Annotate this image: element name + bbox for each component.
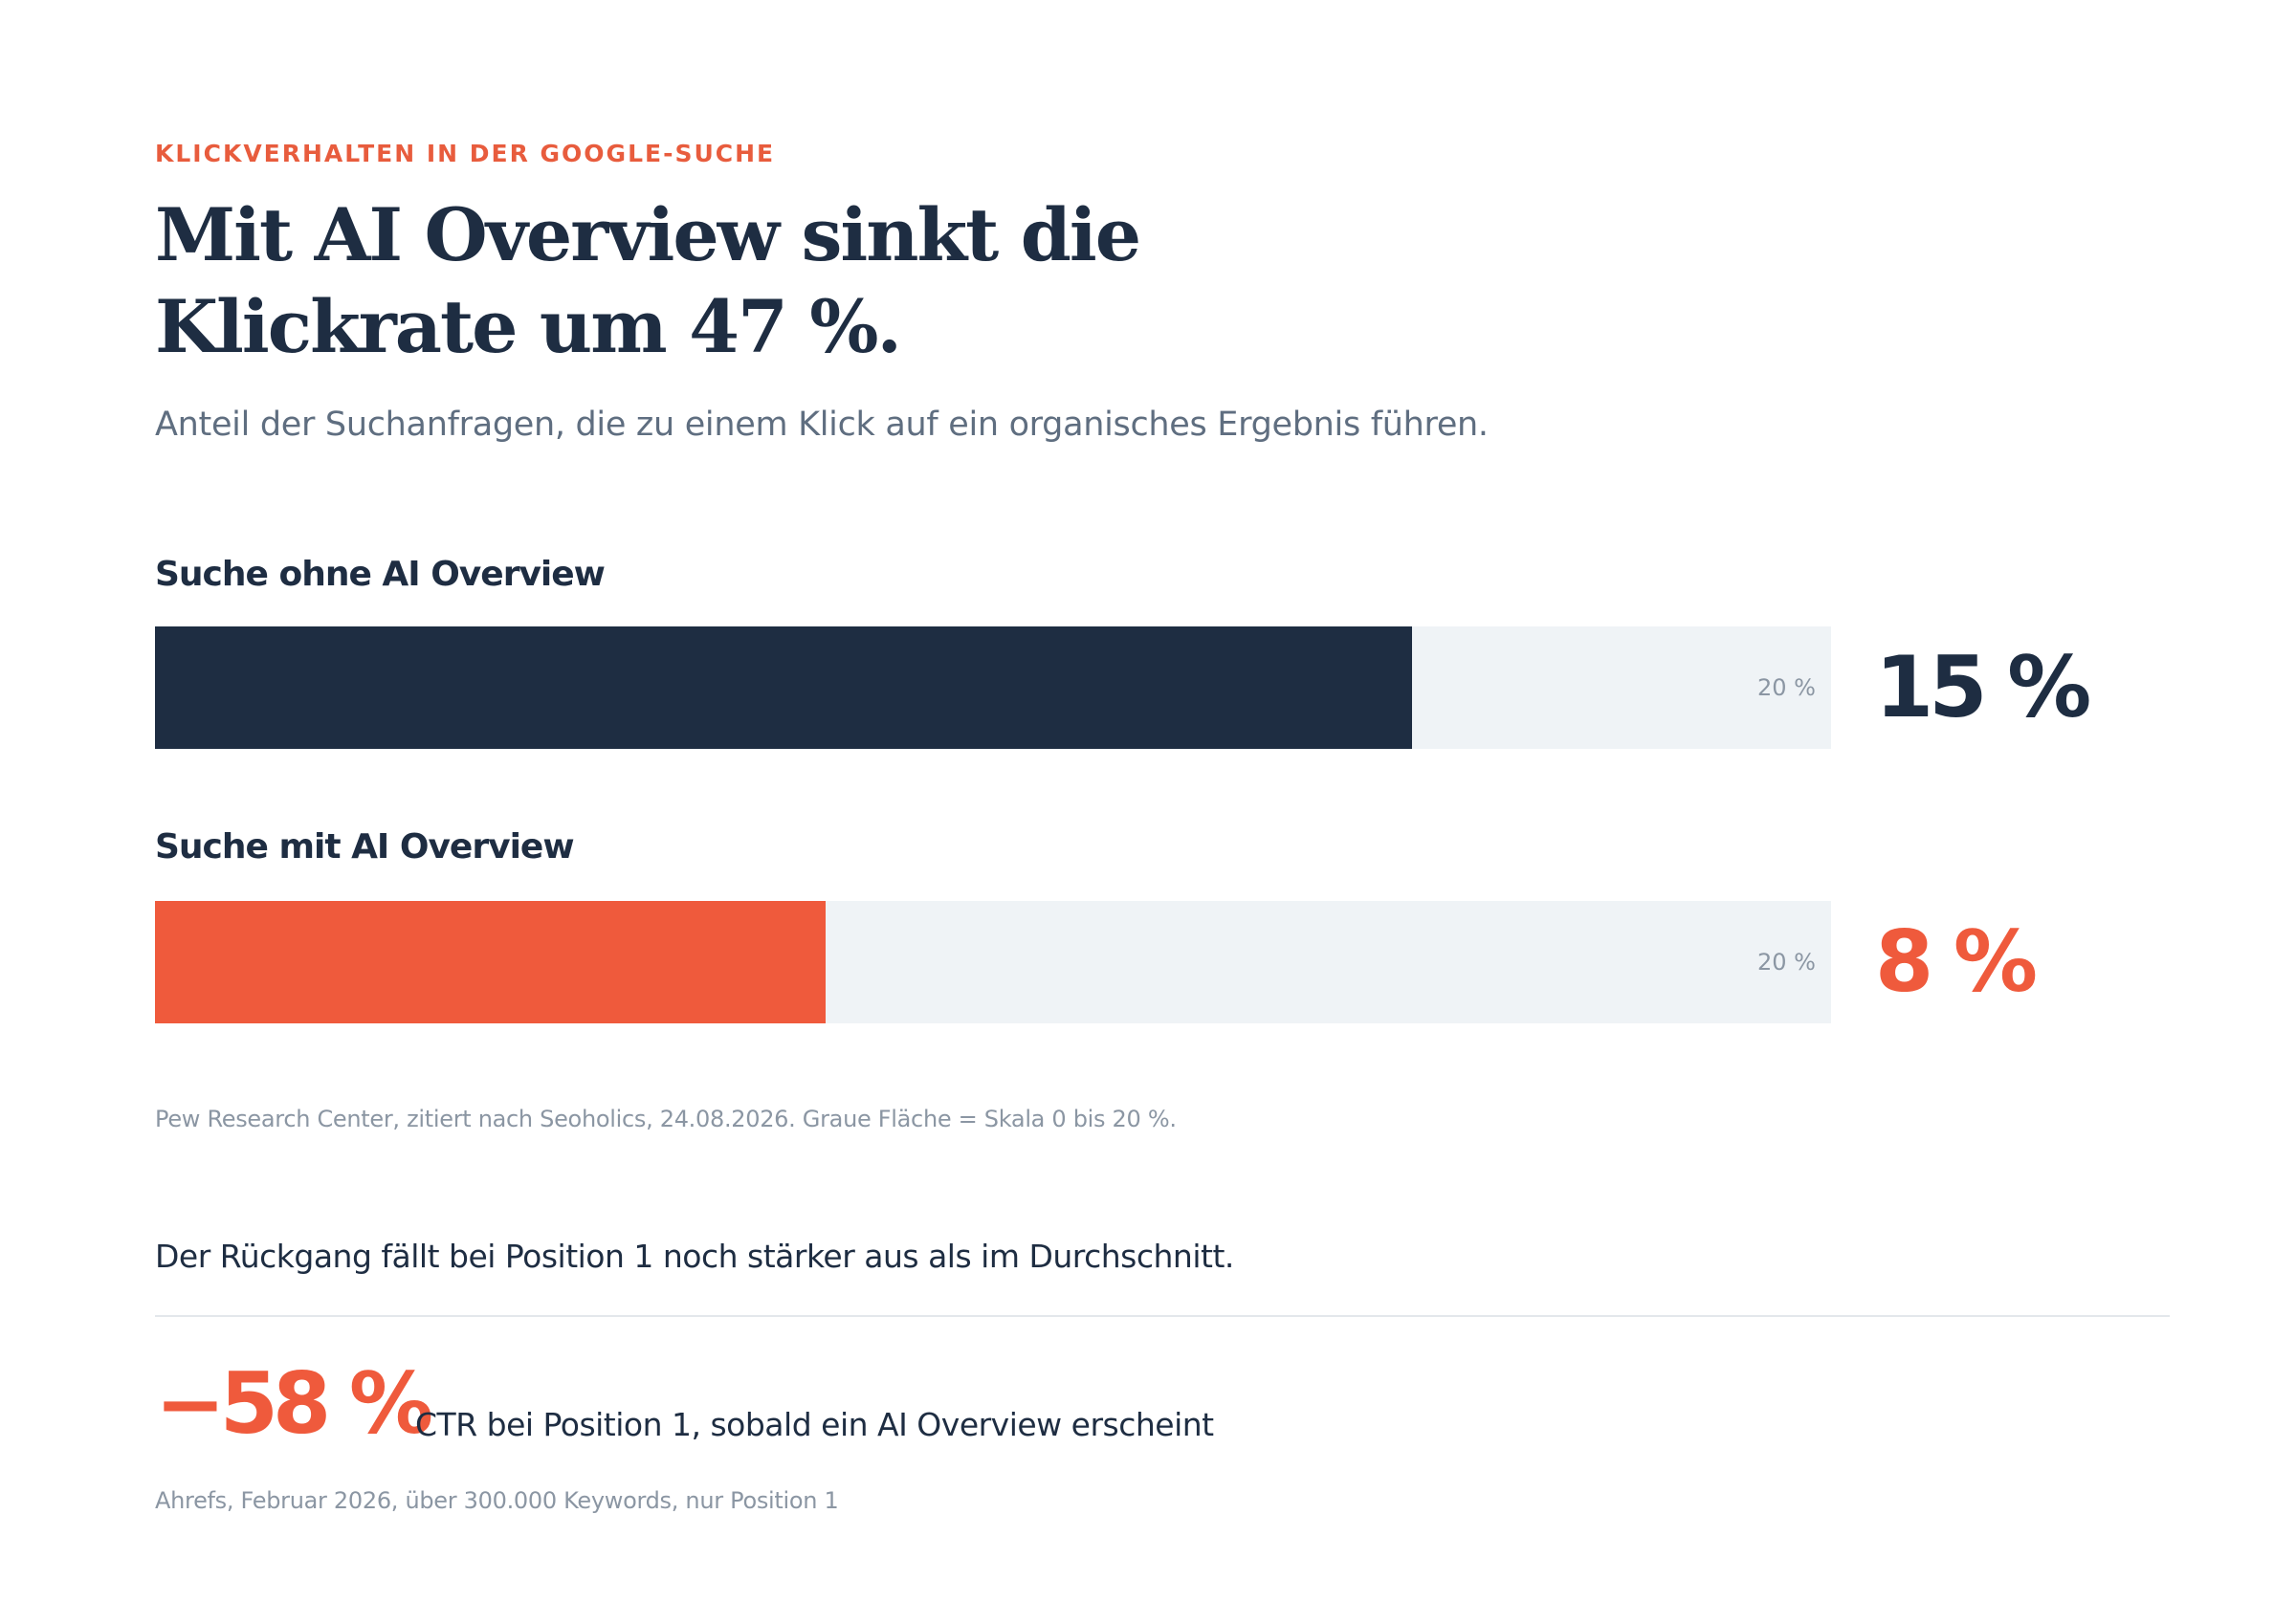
stat-source: Ahrefs, Februar 2026, über 300.000 Keywo… [155,1487,839,1514]
subtitle: Anteil der Suchanfragen, die zu einem Kl… [155,406,1489,444]
scale-label-ohne: 20 % [1757,674,1816,701]
bar-track-ohne: 20 % [155,626,1831,749]
position-note: Der Rückgang fällt bei Position 1 noch s… [155,1238,1234,1275]
divider [155,1315,2170,1317]
bar-label-ohne: Suche ohne AI Overview [155,555,606,594]
scale-label-mit: 20 % [1757,949,1816,976]
chart-source: Pew Research Center, zitiert nach Seohol… [155,1106,1177,1132]
bar-value-ohne: 15 % [1875,638,2091,736]
bar-label-mit: Suche mit AI Overview [155,827,575,867]
bar-value-mit: 8 % [1875,912,2038,1011]
bar-fill-ohne [155,626,1412,749]
bar-fill-mit [155,901,826,1023]
stat-description: CTR bei Position 1, sobald ein AI Overvi… [415,1406,1214,1443]
eyebrow-label: KLICKVERHALTEN IN DER GOOGLE-SUCHE [155,140,776,167]
stat-value: −58 % [155,1354,433,1453]
bar-track-mit: 20 % [155,901,1831,1023]
headline: Mit AI Overview sinkt die Klickrate um 4… [155,192,1141,369]
